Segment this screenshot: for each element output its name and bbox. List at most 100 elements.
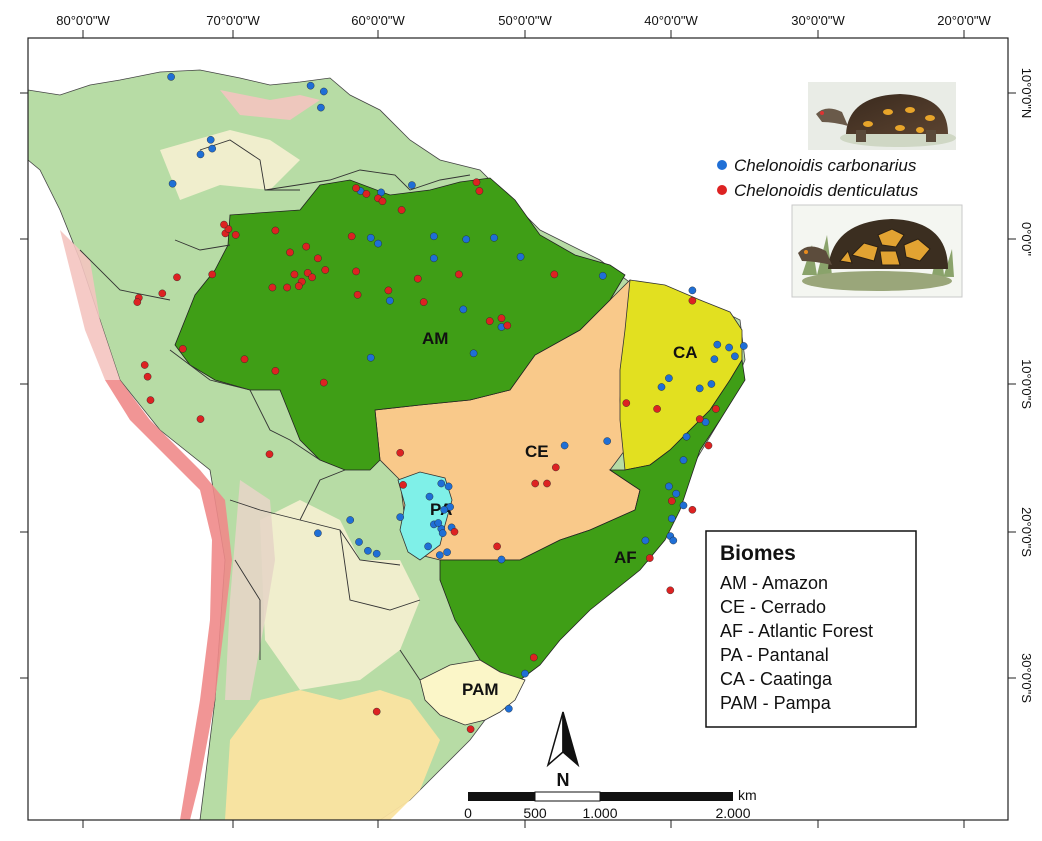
country-borders	[79, 139, 471, 681]
occurrence-point-carbonarius	[679, 501, 688, 510]
occurrence-point-denticulatus	[712, 405, 720, 413]
occurrence-point-carbonarius	[366, 233, 375, 242]
occurrence-point-carbonarius	[688, 286, 697, 295]
occurrence-point-carbonarius	[355, 538, 363, 546]
occurrence-point-carbonarius	[366, 353, 375, 362]
biomes-legend-box	[705, 530, 917, 728]
occurrence-point-carbonarius	[317, 103, 325, 112]
occurrence-point-denticulatus	[497, 314, 506, 323]
occurrence-point-denticulatus	[399, 481, 407, 489]
occurrence-point-carbonarius	[396, 513, 405, 521]
occurrence-point-denticulatus	[286, 248, 294, 257]
lon-label: 70°0'0"W	[206, 13, 260, 28]
occurrence-point-denticulatus	[543, 479, 551, 488]
occurrence-point-carbonarius	[462, 235, 471, 244]
tortoise-carbonarius-image	[808, 82, 956, 150]
map-geography	[28, 69, 746, 820]
occurrence-point-carbonarius	[430, 232, 438, 241]
llanos-region	[160, 130, 300, 200]
biomes-legend-item: CA - Caatinga	[720, 669, 833, 689]
occurrence-point-denticulatus	[294, 282, 303, 290]
occurrence-point-denticulatus	[396, 448, 405, 457]
occurrence-point-denticulatus	[695, 415, 704, 423]
occurrence-point-carbonarius	[374, 239, 382, 248]
species-legend: Chelonoidis carbonarius Chelonoidis dent…	[717, 156, 919, 200]
biome-label-ce: CE	[525, 442, 549, 461]
occurrence-point-carbonarius	[206, 135, 215, 144]
scale-label: 0	[464, 805, 472, 821]
occurrence-point-denticulatus	[265, 450, 274, 459]
lon-label: 80°0'0"W	[56, 13, 110, 28]
occurrence-point-denticulatus	[283, 283, 291, 292]
biomes-legend-item: CE - Cerrado	[720, 597, 826, 617]
occurrence-point-carbonarius	[435, 551, 444, 559]
occurrence-point-denticulatus	[704, 441, 713, 450]
biomes-legend-item: PA - Pantanal	[720, 645, 829, 665]
occurrence-point-carbonarius	[710, 355, 719, 364]
occurrence-point-carbonarius	[459, 305, 468, 314]
occurrence-point-denticulatus	[321, 266, 330, 274]
lat-label: 0°0'0"	[1019, 222, 1034, 256]
occurrence-point-carbonarius	[314, 529, 322, 538]
lat-label: 30°0'0"S	[1019, 653, 1034, 703]
occurrence-point-denticulatus	[240, 355, 249, 364]
occurrence-point-denticulatus	[493, 542, 501, 551]
occurrence-point-carbonarius	[668, 514, 676, 523]
occurrence-point-denticulatus	[143, 372, 152, 381]
biome-pantanal	[397, 471, 453, 561]
lon-label: 50°0'0"W	[498, 13, 552, 28]
occurrence-point-carbonarius	[713, 340, 722, 349]
occurrence-point-carbonarius	[672, 489, 681, 498]
occurrence-point-denticulatus	[347, 232, 356, 241]
occurrence-point-carbonarius	[438, 529, 447, 538]
lon-label: 30°0'0"W	[791, 13, 845, 28]
occurrence-point-carbonarius	[665, 374, 673, 383]
lon-label: 20°0'0"W	[937, 13, 991, 28]
occurrence-point-denticulatus	[668, 497, 676, 505]
occurrence-point-denticulatus	[688, 296, 697, 305]
legend-dot-carbonarius	[717, 160, 727, 170]
longitude-labels: 80°0'0"W 70°0'0"W 60°0'0"W 50°0'0"W 40°0…	[56, 13, 991, 28]
pink-highlands-north	[220, 90, 320, 120]
scale-label: 500	[523, 805, 547, 821]
occurrence-point-denticulatus	[231, 231, 240, 239]
occurrence-point-carbonarius	[490, 233, 498, 242]
occurrence-point-denticulatus	[530, 653, 538, 662]
occurrence-point-carbonarius	[599, 271, 607, 280]
occurrence-point-denticulatus	[413, 274, 422, 283]
occurrence-point-denticulatus	[450, 528, 459, 536]
legend-label-denticulatus: Chelonoidis denticulatus	[734, 181, 919, 200]
occurrence-point-carbonarius	[443, 548, 451, 557]
occurrence-points-carbonarius	[167, 73, 748, 713]
occurrence-point-carbonarius	[386, 296, 394, 305]
biome-label-af: AF	[614, 548, 637, 567]
occurrence-point-carbonarius	[669, 536, 678, 545]
lat-label: 10°0'0"N	[1019, 68, 1034, 119]
occurrence-point-carbonarius	[440, 505, 449, 514]
occurrence-point-carbonarius	[679, 456, 688, 464]
scale-unit: km	[738, 787, 757, 803]
occurrence-point-denticulatus	[531, 479, 540, 488]
occurrence-point-denticulatus	[666, 586, 675, 595]
biome-atlantic-forest	[439, 358, 746, 681]
occurrence-point-denticulatus	[378, 197, 387, 205]
occurrence-point-denticulatus	[550, 270, 559, 279]
biomes-legend: Biomes AM - Amazon CE - Cerrado AF - Atl…	[705, 530, 917, 728]
occurrence-point-carbonarius	[695, 384, 704, 393]
occurrence-point-carbonarius	[469, 349, 478, 358]
andes-range-north	[60, 230, 120, 380]
occurrence-point-denticulatus	[308, 273, 316, 282]
occurrence-point-denticulatus	[362, 190, 371, 198]
occurrence-point-denticulatus	[271, 226, 280, 235]
occurrence-point-denticulatus	[384, 286, 393, 295]
occurrence-point-carbonarius	[504, 704, 513, 713]
occurrence-point-denticulatus	[173, 273, 181, 282]
occurrence-point-denticulatus	[466, 725, 475, 734]
brown-region	[225, 480, 275, 700]
occurrence-point-denticulatus	[503, 321, 512, 330]
occurrence-point-carbonarius	[425, 492, 434, 501]
occurrence-point-denticulatus	[472, 178, 481, 186]
occurrence-point-denticulatus	[419, 298, 428, 306]
lat-label: 20°0'0"S	[1019, 507, 1034, 557]
biomes-legend-title: Biomes	[720, 542, 796, 565]
